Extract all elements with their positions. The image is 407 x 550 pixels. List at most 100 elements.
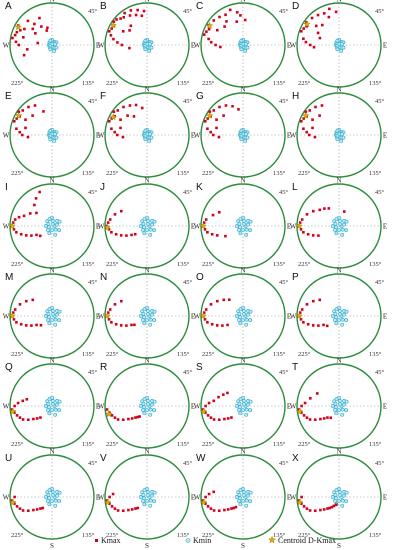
primitive-circle xyxy=(296,183,382,269)
deg135-label: 135° xyxy=(273,441,286,448)
kmax-point xyxy=(121,135,125,139)
kmax-point xyxy=(222,114,225,117)
kmin-point xyxy=(148,322,153,327)
kmin-point xyxy=(342,312,346,317)
kmin-point xyxy=(57,228,62,233)
centroid-star xyxy=(9,407,17,415)
kmax-point xyxy=(313,418,317,422)
east-label: E xyxy=(96,223,100,231)
legend-kmax-swatch xyxy=(95,539,98,542)
kmax-point xyxy=(46,26,49,30)
kmax-point xyxy=(17,215,21,219)
kmin-point xyxy=(238,307,243,312)
kmax-point xyxy=(215,299,219,303)
kmax-point xyxy=(110,27,113,30)
kmin-point xyxy=(248,408,253,413)
kmin-point xyxy=(248,309,253,314)
primitive-circle xyxy=(296,454,382,540)
west-label: W xyxy=(194,313,201,321)
deg45-label: 45° xyxy=(88,460,98,467)
kmin-point xyxy=(344,408,349,413)
centroid-star xyxy=(303,20,311,28)
kmin-point xyxy=(246,222,250,227)
kmin-point xyxy=(344,499,349,504)
kmin-point xyxy=(334,405,338,409)
stereonet-panel-q: Q N W E 45° 135° 225° xyxy=(3,357,100,449)
panel-label: X xyxy=(292,453,299,464)
kmax-point xyxy=(34,197,38,200)
kmax-point xyxy=(226,391,229,395)
kmin-point xyxy=(244,407,249,412)
kmax-point xyxy=(106,311,110,314)
deg45-label: 45° xyxy=(183,8,193,15)
panel-label: M xyxy=(5,272,13,283)
kmax-point xyxy=(126,114,129,117)
kmin-point xyxy=(145,399,150,403)
kmin-point xyxy=(333,312,338,316)
kmax-point xyxy=(322,417,326,420)
kmax-point xyxy=(308,109,312,112)
kmax-point xyxy=(11,311,15,314)
kmin-point xyxy=(47,502,52,507)
kmax-point xyxy=(122,16,126,19)
kmax-point xyxy=(114,232,118,236)
kmin-point xyxy=(241,499,245,504)
deg45-label: 45° xyxy=(279,8,289,15)
kmax-point xyxy=(136,415,140,419)
kmin-point xyxy=(238,321,243,326)
kmax-point xyxy=(305,130,309,134)
kmax-point xyxy=(319,417,322,421)
kmax-point xyxy=(231,104,234,108)
kmin-point xyxy=(238,225,242,229)
deg135-label: 135° xyxy=(82,532,95,539)
kmin-point xyxy=(145,408,149,413)
kmax-point xyxy=(342,210,346,213)
kmax-point xyxy=(210,232,214,236)
kmin-point xyxy=(47,217,52,222)
kmax-point xyxy=(35,233,38,237)
kmax-point xyxy=(119,234,123,237)
kmin-point xyxy=(53,132,57,137)
kmin-point xyxy=(53,407,58,412)
kmax-point xyxy=(13,404,16,408)
primitive-circle xyxy=(200,2,286,88)
panel-label: C xyxy=(196,1,203,12)
primitive-circle xyxy=(104,92,190,178)
east-label: E xyxy=(191,313,195,321)
kmax-point xyxy=(202,221,206,224)
kmax-point xyxy=(28,212,32,215)
kmax-point xyxy=(212,399,216,403)
kmax-point xyxy=(206,127,209,131)
kmax-point xyxy=(318,208,322,212)
kmax-point xyxy=(130,417,134,420)
kmax-point xyxy=(121,418,125,422)
deg225-label: 225° xyxy=(106,170,119,177)
kmin-point xyxy=(338,312,342,317)
stereonet-panel-d: DNWE45°135°225° xyxy=(290,0,387,88)
kmin-point xyxy=(53,227,58,232)
east-label: E xyxy=(191,132,195,140)
kmin-point xyxy=(145,228,149,233)
kmax-point xyxy=(302,320,305,324)
deg225-label: 225° xyxy=(202,532,215,539)
stereonet-panel-w: WNW E45°135°225°S xyxy=(194,448,291,550)
kmax-point xyxy=(38,190,41,194)
kmax-point xyxy=(140,106,144,110)
deg45-label: 45° xyxy=(375,460,385,467)
kmin-point xyxy=(43,224,48,228)
kmin-point xyxy=(50,309,55,313)
kmin-point xyxy=(244,227,249,232)
north-label: N xyxy=(336,177,341,185)
kmin-point xyxy=(142,307,147,312)
kmin-point xyxy=(244,412,249,417)
east-label: E xyxy=(287,42,291,50)
kmax-point xyxy=(113,213,117,216)
north-label: N xyxy=(336,86,341,94)
kmax-point xyxy=(215,324,219,327)
deg45-label: 45° xyxy=(375,369,385,376)
kmax-point xyxy=(302,230,305,234)
kmax-point xyxy=(217,509,221,513)
kmin-point xyxy=(248,499,253,504)
kmax-point xyxy=(320,23,324,27)
kmax-point xyxy=(18,303,22,306)
